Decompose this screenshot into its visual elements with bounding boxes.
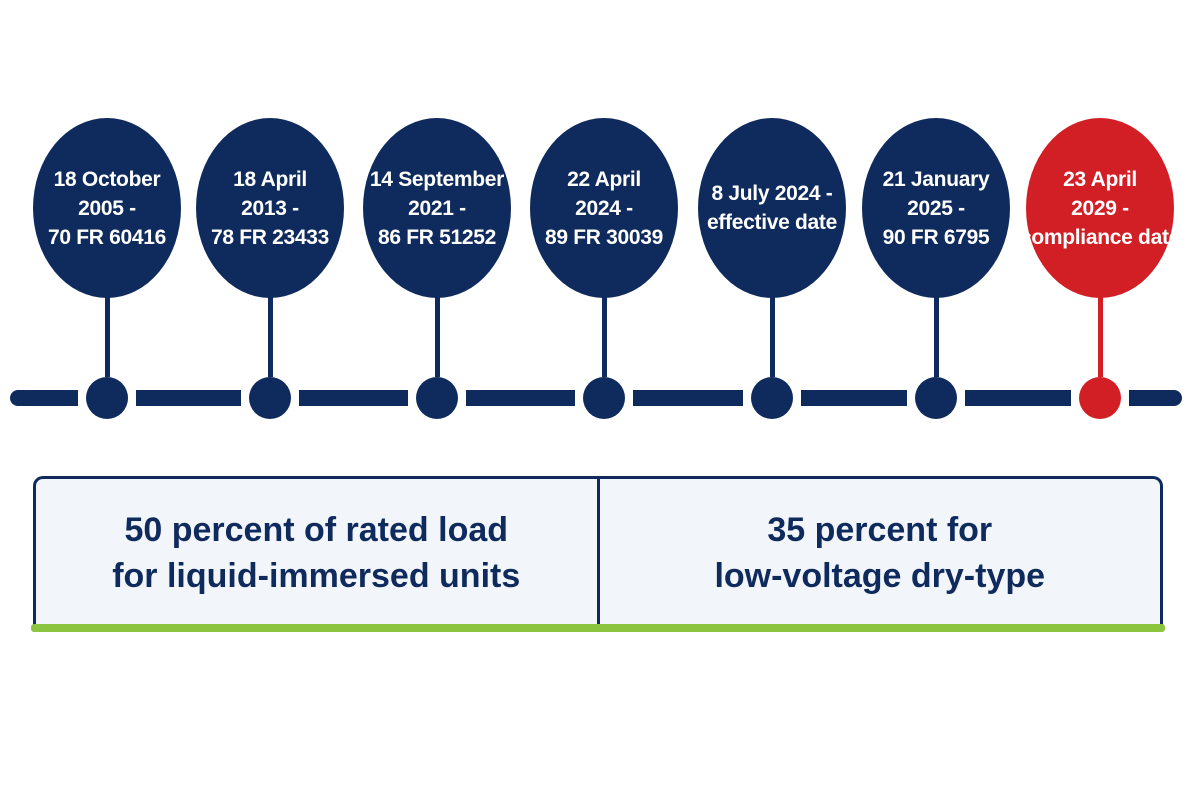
milestone-bubble: 21 January 2025 - 90 FR 6795 (862, 118, 1010, 298)
panel-left-line-1: 50 percent of rated load (124, 510, 509, 549)
milestone-dot (915, 377, 957, 419)
panel-right-line-2: low-voltage dry-type (714, 556, 1046, 595)
milestone-label-line: 90 FR 6795 (882, 225, 990, 249)
milestone-label-line: 2013 - (241, 196, 299, 220)
milestone-stem (104, 294, 110, 377)
panel-left-line-2: for liquid-immersed units (112, 556, 521, 595)
milestone-bubble: 8 July 2024 - effective date (698, 118, 846, 298)
milestone-label-line: 89 FR 30039 (544, 225, 664, 249)
milestone-label-line: compliance date (1019, 225, 1181, 249)
timeline: 18 October 2005 - 70 FR 60416 18 April 2013 … (10, 118, 1182, 419)
milestone-label-line: 2024 - (575, 196, 633, 220)
milestone-bubble: 18 October 2005 - 70 FR 60416 (33, 118, 181, 298)
load-percentage-panel: 50 percent of rated load for liquid-imme… (33, 476, 1163, 626)
milestone-label-line: 2029 - (1071, 196, 1129, 220)
milestone-bubble: 22 April 2024 - 89 FR 30039 (530, 118, 678, 298)
milestone-dot (1079, 377, 1121, 419)
milestone-label-line: 2021 - (408, 196, 466, 220)
panel-cell-dry-type: 35 percent for low-voltage dry-type (600, 479, 1161, 626)
milestone-label-line: 18 April (233, 167, 307, 191)
milestone-stem (933, 294, 939, 377)
milestone-dot (416, 377, 458, 419)
panel-cell-liquid-immersed: 50 percent of rated load for liquid-imme… (36, 479, 597, 626)
milestone-label-line: 2005 - (78, 196, 136, 220)
milestone-dot (249, 377, 291, 419)
milestone-dot (751, 377, 793, 419)
milestone-bubble: 23 April 2029 - compliance date (1020, 118, 1180, 298)
panel-accent-underline (31, 624, 1165, 632)
milestone-dot (86, 377, 128, 419)
milestone-label-line: 23 April (1063, 167, 1137, 191)
milestone-label-line: 78 FR 23433 (210, 225, 330, 249)
milestone-label-line: 21 January (882, 167, 990, 191)
milestone-label-line: 8 July 2024 - (711, 182, 833, 205)
milestone-stem (601, 294, 607, 377)
milestone-label-line: 86 FR 51252 (377, 225, 497, 249)
milestone-dot (583, 377, 625, 419)
milestone-label-line: 22 April (567, 167, 641, 191)
milestone-stem (267, 294, 273, 377)
milestone-label-line: 14 September (369, 167, 505, 191)
milestone-stem (769, 294, 775, 377)
milestone-stem (1097, 294, 1103, 377)
milestone-bubble: 18 April 2013 - 78 FR 23433 (196, 118, 344, 298)
milestone-label-line: 18 October (53, 167, 161, 191)
milestone-label-line: effective date (706, 211, 838, 234)
milestone-stem (434, 294, 440, 377)
milestone-bubble: 14 September 2021 - 86 FR 51252 (363, 118, 511, 298)
milestone-label-line: 2025 - (907, 196, 965, 220)
milestone-label-line: 70 FR 60416 (47, 225, 167, 249)
panel-divider (596, 479, 600, 626)
panel-right-line-1: 35 percent for (767, 510, 993, 549)
